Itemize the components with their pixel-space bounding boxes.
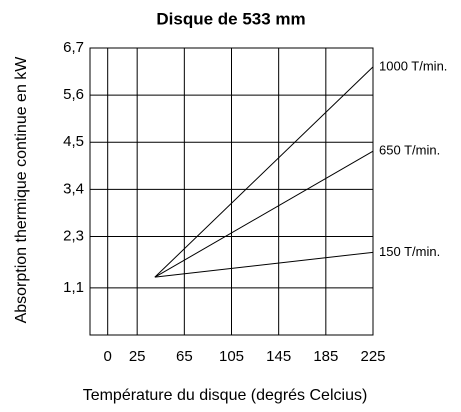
series-line: [154, 251, 374, 278]
x-tick-label: 225: [360, 348, 385, 365]
y-tick-label: 2,3: [63, 227, 84, 244]
x-tick-label: 0: [104, 348, 112, 365]
chart-title: Disque de 533 mm: [156, 9, 305, 28]
series-label: 650 T/min.: [379, 143, 440, 158]
x-tick-label: 65: [176, 348, 193, 365]
x-tick-label: 145: [266, 348, 291, 365]
y-tick-label: 1,1: [63, 279, 84, 296]
x-axis-label: Température du disque (degrés Celcius): [83, 387, 368, 404]
y-axis-label: Absorption thermique continue en kW: [13, 56, 30, 324]
x-tick-label: 185: [313, 348, 338, 365]
series-label: 1000 T/min.: [379, 58, 447, 73]
y-tick-label: 3,4: [63, 180, 84, 197]
y-tick-label: 6,7: [63, 39, 84, 56]
x-tick-label: 25: [129, 348, 146, 365]
y-tick-label: 5,6: [63, 86, 84, 103]
series-line: [154, 66, 374, 278]
series-line: [154, 150, 374, 278]
y-tick-label: 4,5: [63, 133, 84, 150]
x-tick-label: 105: [219, 348, 244, 365]
series-label: 150 T/min.: [379, 244, 440, 259]
